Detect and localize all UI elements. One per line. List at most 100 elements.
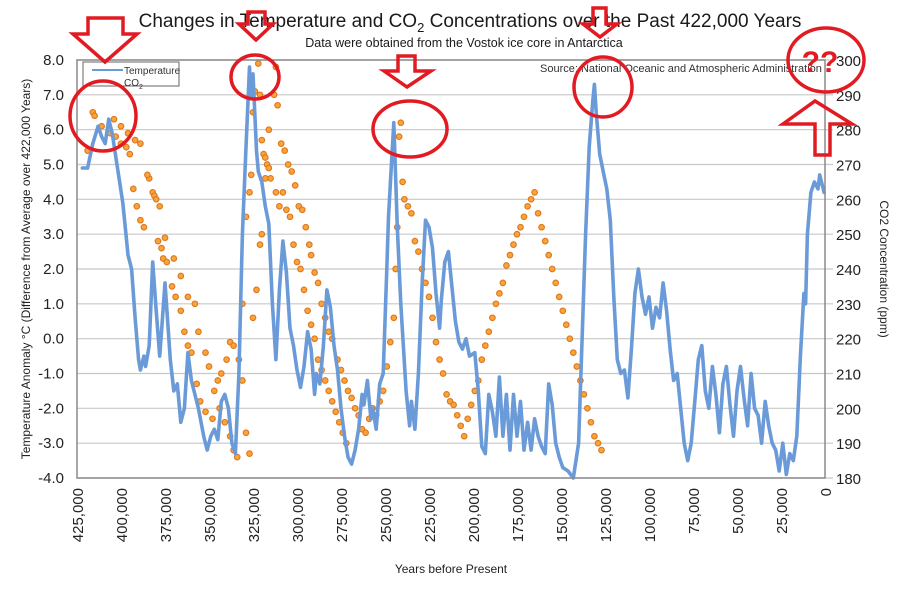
co2-point xyxy=(110,115,118,123)
y-tick-label: 6.0 xyxy=(43,122,64,139)
co2-point xyxy=(573,363,581,370)
y-tick-label: 1.0 xyxy=(43,296,64,313)
y2-tick-label: 210 xyxy=(836,367,861,384)
x-tick-label: 75,000 xyxy=(686,488,703,534)
co2-point xyxy=(513,230,521,238)
co2-point xyxy=(460,432,468,440)
co2-point xyxy=(253,286,260,294)
co2-point xyxy=(545,251,553,259)
co2-point xyxy=(411,237,419,245)
co2-point xyxy=(307,321,315,329)
co2-point xyxy=(321,377,329,384)
co2-point xyxy=(397,119,405,127)
x-tick-label: 325,000 xyxy=(246,488,263,542)
co2-point xyxy=(429,314,436,322)
co2-point xyxy=(117,122,125,130)
arrow-down-icon xyxy=(68,16,142,65)
y2-tick-label: 240 xyxy=(836,262,861,279)
y2-tick-label: 180 xyxy=(836,471,861,488)
co2-point xyxy=(587,418,595,426)
co2-point xyxy=(328,398,336,405)
left-axis-label: Temperature Anomaly °C (Difference from … xyxy=(19,79,33,460)
co2-point xyxy=(202,349,209,356)
temperature-line xyxy=(80,65,826,480)
co2-point xyxy=(485,328,493,336)
co2-point xyxy=(193,380,201,388)
co2-point xyxy=(520,213,528,221)
co2-point xyxy=(311,335,318,343)
co2-point xyxy=(534,209,542,217)
co2-point xyxy=(325,328,333,336)
y-tick-label: 0.0 xyxy=(43,331,64,348)
y2-tick-label: 250 xyxy=(836,227,861,244)
right-axis-ticks: 300 290 280 270 260 250 240 230 220 210 200 190 180 xyxy=(836,53,861,488)
co2-point xyxy=(541,237,549,245)
co2-point xyxy=(283,206,290,214)
co2-point xyxy=(274,101,281,109)
y2-tick-label: 220 xyxy=(836,332,861,349)
temperature-series xyxy=(80,65,826,480)
co2-point xyxy=(276,202,283,210)
co2-point xyxy=(527,195,535,203)
co2-point xyxy=(348,394,355,402)
co2-point xyxy=(305,241,313,248)
x-tick-label: 300,000 xyxy=(290,488,307,542)
co2-point xyxy=(481,342,489,349)
left-axis-ticks: 8.0 7.0 6.0 5.0 4.0 3.0 2.0 1.0 0.0 -1.0 -2.0 -3.0 -… xyxy=(38,52,64,487)
co2-point xyxy=(249,314,257,322)
co2-point xyxy=(594,439,602,447)
y-tick-label: 8.0 xyxy=(43,52,64,69)
co2-point xyxy=(284,161,292,168)
co2-point xyxy=(191,300,199,308)
co2-point xyxy=(154,237,162,245)
co2-point xyxy=(195,328,202,336)
x-tick-label: 350,000 xyxy=(202,488,219,542)
x-tick-label: 25,000 xyxy=(774,488,791,534)
co2-point xyxy=(559,307,567,315)
co2-point xyxy=(267,175,274,182)
co2-point xyxy=(230,342,237,349)
co2-point xyxy=(291,182,299,189)
highlight-circle xyxy=(572,55,634,119)
co2-point xyxy=(172,293,179,301)
co2-point xyxy=(137,140,144,147)
co2-point xyxy=(386,338,394,346)
y-tick-label: 2.0 xyxy=(43,261,64,278)
co2-point xyxy=(298,206,306,214)
co2-point xyxy=(177,272,185,280)
co2-point xyxy=(281,147,289,154)
arrow-down-icon xyxy=(378,54,437,90)
plot-frame xyxy=(76,59,826,479)
co2-point xyxy=(464,415,472,423)
question-marks: ?? xyxy=(802,46,839,79)
co2-point xyxy=(221,418,229,426)
co2-point xyxy=(163,258,171,266)
x-tick-label: 125,000 xyxy=(598,488,615,542)
chart-title: Changes in Temperature and CO2 Concentra… xyxy=(139,11,802,35)
y-tick-label: -3.0 xyxy=(38,435,64,452)
co2-point xyxy=(210,387,218,395)
x-tick-label: 225,000 xyxy=(422,488,439,542)
x-axis-ticks: 425,000 400,000 375,000 350,000 325,000 300,0… xyxy=(70,488,835,542)
x-tick-label: 425,000 xyxy=(70,488,87,542)
co2-point xyxy=(453,411,461,419)
co2-point xyxy=(404,202,412,210)
co2-point xyxy=(390,314,398,322)
co2-point xyxy=(467,401,475,409)
co2-point xyxy=(158,244,165,252)
co2-point xyxy=(314,356,322,363)
co2-point xyxy=(415,248,422,255)
right-axis-label: CO2 Concentration (ppm) xyxy=(877,200,891,337)
co2-point xyxy=(318,300,325,308)
co2-point xyxy=(133,202,141,210)
co2-point xyxy=(265,126,273,134)
y-tick-label: 5.0 xyxy=(43,157,64,174)
co2-point xyxy=(170,255,178,262)
y-tick-label: 7.0 xyxy=(43,87,64,104)
co2-point xyxy=(254,60,262,67)
co2-point xyxy=(489,314,496,322)
co2-point xyxy=(137,216,144,224)
x-tick-label: 250,000 xyxy=(378,488,395,542)
co2-point xyxy=(247,171,255,179)
co2-point xyxy=(258,136,266,144)
